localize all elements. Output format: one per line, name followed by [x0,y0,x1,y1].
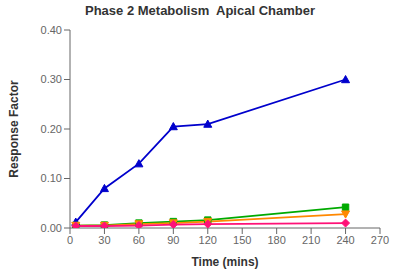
svg-text:30: 30 [98,234,110,246]
svg-text:150: 150 [233,234,251,246]
svg-text:180: 180 [267,234,285,246]
svg-text:0.30: 0.30 [41,73,62,85]
svg-text:0.20: 0.20 [41,123,62,135]
svg-text:0.00: 0.00 [41,222,62,234]
svg-text:270: 270 [371,234,389,246]
svg-text:Time (mins): Time (mins) [191,255,258,269]
svg-text:210: 210 [302,234,320,246]
svg-text:90: 90 [167,234,179,246]
svg-text:240: 240 [336,234,354,246]
svg-text:0.10: 0.10 [41,172,62,184]
html-text:Phase 2 Metabolism Apical Cham: Phase 2 Metabolism Apical Chamber [85,3,315,18]
svg-text:60: 60 [133,234,145,246]
svg-text:120: 120 [199,234,217,246]
svg-text:0: 0 [67,234,73,246]
svg-text:0.40: 0.40 [41,24,62,36]
svg-text:Response Factor: Response Factor [8,80,21,178]
